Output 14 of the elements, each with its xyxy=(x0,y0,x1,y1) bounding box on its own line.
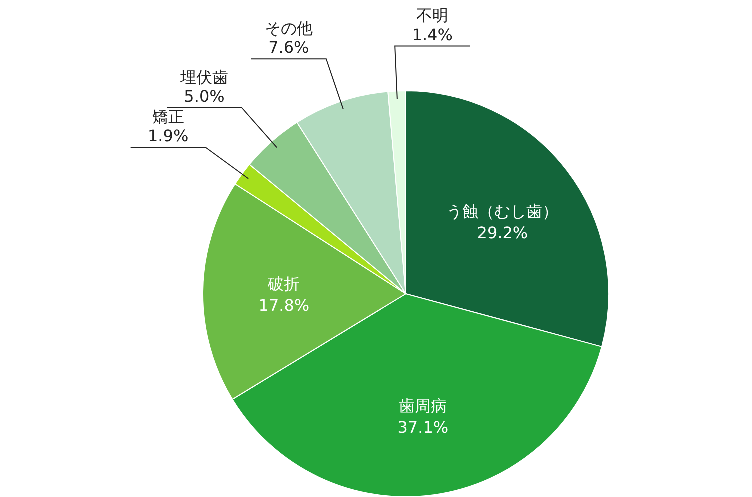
data-label: 1.4% xyxy=(412,25,453,44)
slice-label: 破折 xyxy=(267,274,300,294)
data-label: 37.1% xyxy=(398,418,449,437)
slice-label: 歯周病 xyxy=(399,396,448,416)
data-label: 1.9% xyxy=(148,126,189,146)
slice-label: 矯正 xyxy=(152,107,184,126)
data-label: 7.6% xyxy=(268,38,310,58)
slice-label: 不明 xyxy=(416,6,449,26)
data-label: 29.2% xyxy=(477,223,528,242)
data-label: 17.8% xyxy=(258,296,310,315)
slice-label: 埋伏歯 xyxy=(179,68,228,87)
data-label: 5.0% xyxy=(184,86,225,106)
slice-label: う蝕（むし歯） xyxy=(446,202,559,221)
slice-label: その他 xyxy=(264,18,313,38)
